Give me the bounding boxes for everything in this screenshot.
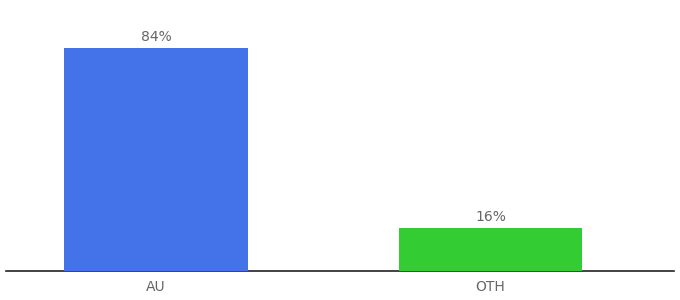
Bar [64, 48, 248, 271]
Text: 16%: 16% [475, 210, 506, 224]
Bar [398, 228, 583, 271]
Text: 84%: 84% [141, 30, 171, 44]
